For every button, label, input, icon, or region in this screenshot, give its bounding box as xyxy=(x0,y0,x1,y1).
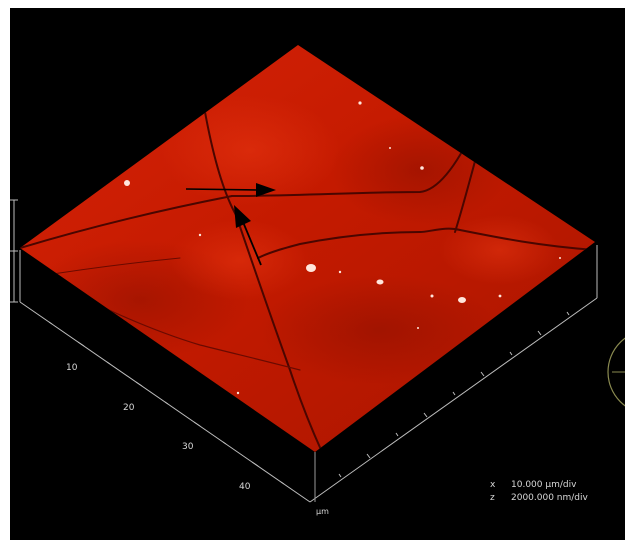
surface-shading xyxy=(260,275,500,385)
surface-highlight xyxy=(170,220,310,300)
axis-unit-label: µm xyxy=(316,507,329,516)
arrow-right-icon xyxy=(185,183,276,197)
tick-label-40: 40 xyxy=(239,482,251,492)
axis-ticks xyxy=(48,321,285,485)
tick-label-10: 10 xyxy=(66,363,78,373)
z-axis xyxy=(10,199,18,303)
scale-z-label: z xyxy=(490,493,495,503)
tick-label-30: 30 xyxy=(182,442,194,452)
afm-image-frame: 10 20 30 40 µm xyxy=(10,8,625,540)
surface-highlight xyxy=(160,95,340,205)
arrow-up-left-icon xyxy=(234,205,262,266)
scale-z-value: 2000.000 nm/div xyxy=(511,493,589,503)
scale-x-value: 10.000 µm/div xyxy=(511,480,577,490)
scale-x-label: x xyxy=(490,480,496,490)
surface-particles xyxy=(124,101,561,395)
scale-readout: x 10.000 µm/div z 2000.000 nm/div xyxy=(490,480,589,503)
axis-ticks-right xyxy=(338,311,570,478)
partial-circle-mark xyxy=(607,337,625,407)
tick-label-20: 20 xyxy=(123,403,135,413)
afm-3d-surface-view: 10 20 30 40 µm xyxy=(10,8,625,540)
